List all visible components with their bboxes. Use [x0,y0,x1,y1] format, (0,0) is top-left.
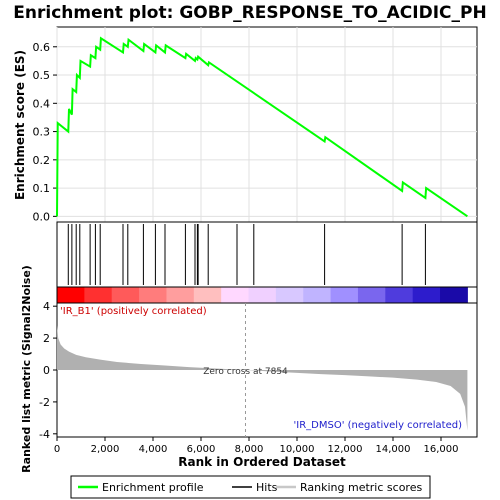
es-y-tick-label: 0.1 [33,182,51,195]
heat-bar-segment [139,287,167,303]
heat-bar-segment [275,287,304,303]
es-y-axis-label: Enrichment score (ES) [13,50,27,200]
heat-bar-segment [111,287,140,303]
heat-bar-segment [57,287,85,303]
x-tick-label: 12,000 [328,444,363,455]
es-y-tick-label: 0.3 [33,126,51,139]
metric-y-tick-label: 4 [43,300,50,313]
x-tick-label: 8,000 [235,444,264,455]
es-y-tick-label: 0.2 [33,154,51,167]
x-axis-label: Rank in Ordered Dataset [178,455,346,469]
negative-correlation-label: 'IR_DMSO' (negatively correlated) [294,420,463,431]
heat-bar-segment [412,287,441,303]
x-tick-label: 14,000 [376,444,411,455]
metric-y-tick-label: -4 [39,428,50,441]
chart-title: Enrichment plot: GOBP_RESPONSE_TO_ACIDIC… [13,3,486,23]
es-panel-frame [56,26,478,223]
es-y-tick-label: 0.4 [33,97,51,110]
hits-markers [67,224,426,285]
positive-correlation-label: 'IR_B1' (positively correlated) [60,306,207,317]
x-tick-label: 4,000 [139,444,168,455]
es-y-tick-label: 0.5 [33,69,51,82]
heat-bar-segment [385,287,414,303]
heat-bar-segment [221,287,250,303]
enrichment-profile-line [56,36,468,218]
metric-y-tick-label: -2 [39,396,50,409]
heat-bar-segment [248,287,277,303]
metric-y-tick-label: 0 [43,364,50,377]
es-y-tick-label: 0.6 [33,41,51,54]
metric-y-ticks: -4 -2 0 2 4 [39,300,57,441]
heat-bar-segment [166,287,195,303]
legend-metric-label: Ranking metric scores [300,481,422,494]
metric-y-tick-label: 2 [43,332,50,345]
x-tick-label: 2,000 [91,444,120,455]
zero-cross-label: Zero cross at 7854 [203,367,288,377]
metric-y-axis-label: Ranked list metric (Signal2Noise) [20,265,33,473]
x-tick-label: 10,000 [280,444,315,455]
heat-bar-segment [193,287,222,303]
legend-enrichment-label: Enrichment profile [102,481,204,494]
heat-bar-segment [330,287,359,303]
hits-panel-frame [56,221,478,288]
ranking-heat-bar [56,286,478,304]
es-y-tick-label: 0.0 [33,210,51,223]
legend-hits-label: Hits [256,481,278,494]
x-axis-ticks: 0 2,000 4,000 6,000 8,000 10,000 12,000 14,000 1… [54,437,459,455]
legend: Enrichment profile Hits Ranking metric s… [70,475,431,499]
heat-bar-segment [303,287,332,303]
heat-bar-segment [357,287,386,303]
x-tick-label: 16,000 [424,444,459,455]
x-tick-label: 0 [54,444,60,455]
x-tick-label: 6,000 [187,444,216,455]
es-y-ticks: 0.0 0.1 0.2 0.3 0.4 0.5 0.6 [33,41,57,223]
heat-bar-segment [84,287,113,303]
heat-bar-segment [440,287,468,303]
